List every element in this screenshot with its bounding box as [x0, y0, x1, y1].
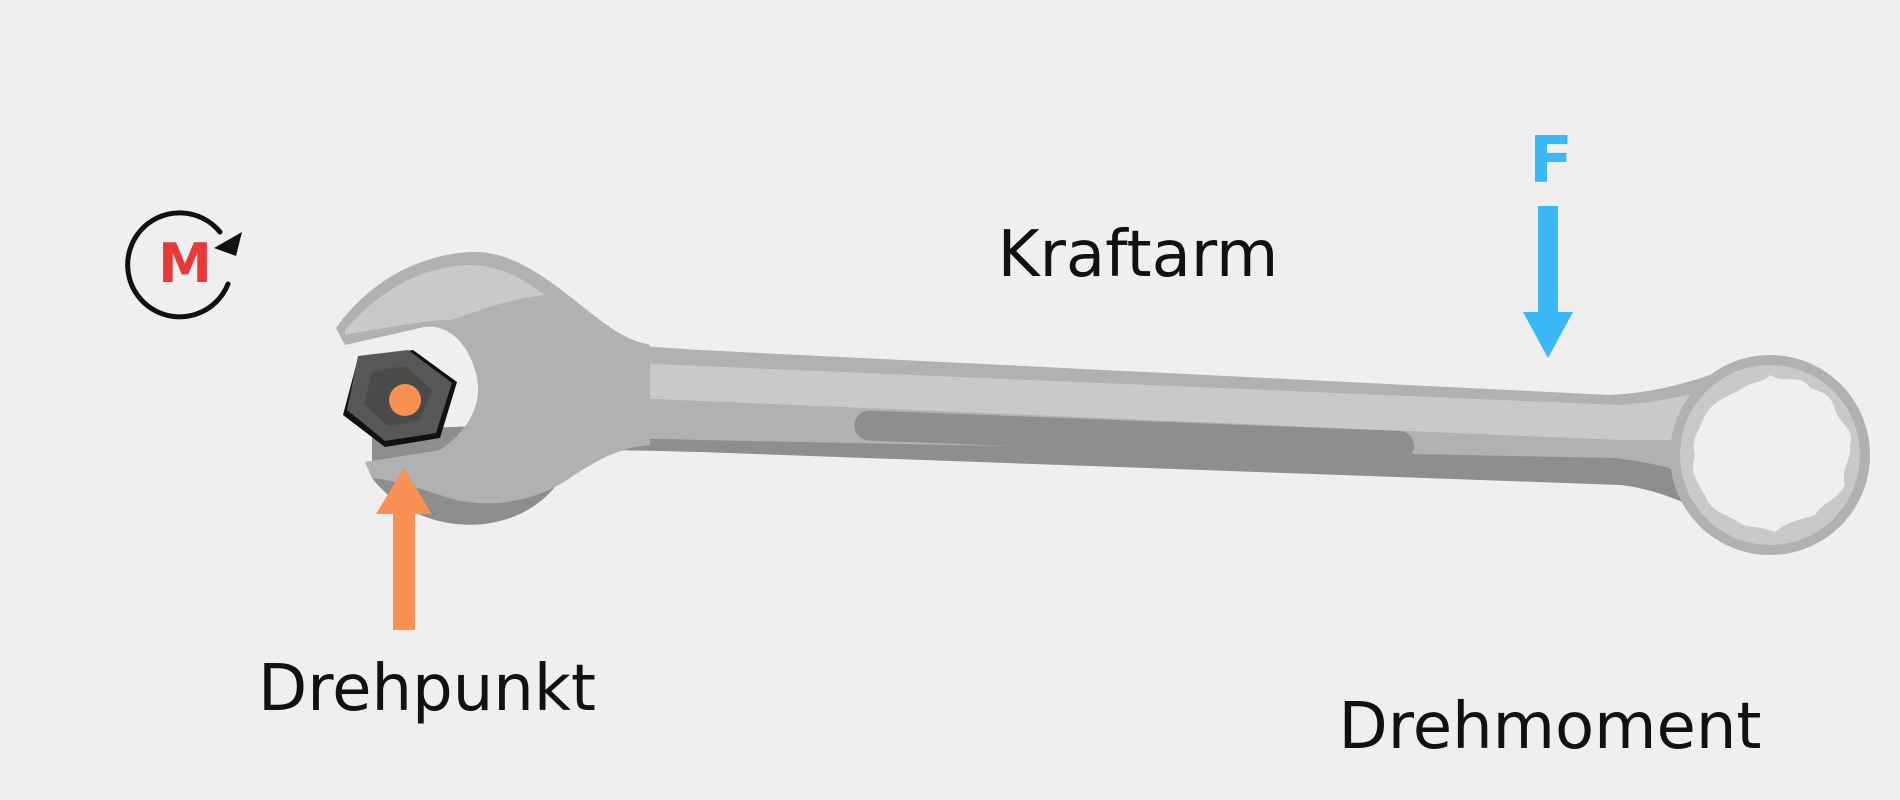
moment-marker: M	[125, 210, 242, 320]
wrench	[336, 251, 1870, 555]
down-arrow-icon	[1523, 206, 1573, 358]
wrench-ring-inner	[1693, 375, 1852, 532]
force-symbol: F	[1529, 124, 1573, 198]
wrench-groove	[854, 410, 1415, 461]
pivot-label: Drehpunkt	[258, 652, 596, 726]
force-marker: F	[1523, 124, 1573, 358]
pivot-dot	[389, 384, 421, 416]
up-arrow-icon	[376, 468, 432, 630]
lever-arm-label: Kraftarm	[998, 218, 1279, 292]
wrench-open-head-highlight	[345, 264, 545, 335]
pivot-marker	[376, 384, 432, 630]
wrench-handle-highlight	[560, 360, 1705, 440]
moment-symbol: M	[158, 232, 212, 295]
rotation-arrow-icon	[125, 210, 242, 320]
torque-label: Drehmoment	[1339, 690, 1762, 764]
